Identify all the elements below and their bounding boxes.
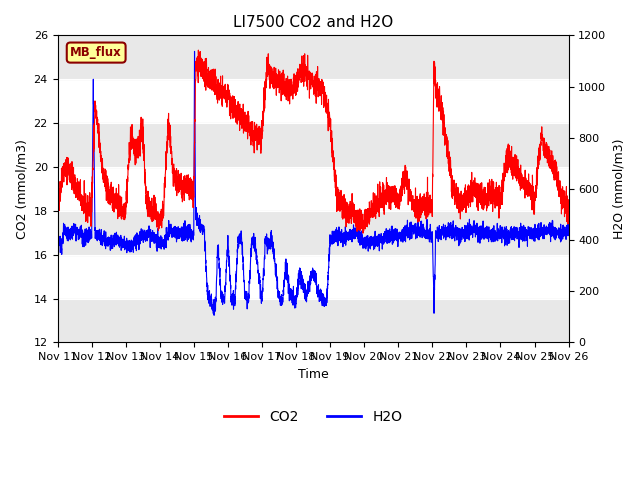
Bar [58, 211, 568, 255]
Bar [58, 36, 568, 79]
Y-axis label: H2O (mmol/m3): H2O (mmol/m3) [612, 139, 625, 239]
Bar [58, 299, 568, 342]
Y-axis label: CO2 (mmol/m3): CO2 (mmol/m3) [15, 139, 28, 239]
Legend: CO2, H2O: CO2, H2O [218, 405, 408, 430]
Bar [58, 123, 568, 167]
Title: LI7500 CO2 and H2O: LI7500 CO2 and H2O [233, 15, 393, 30]
X-axis label: Time: Time [298, 368, 328, 381]
Text: MB_flux: MB_flux [70, 46, 122, 59]
